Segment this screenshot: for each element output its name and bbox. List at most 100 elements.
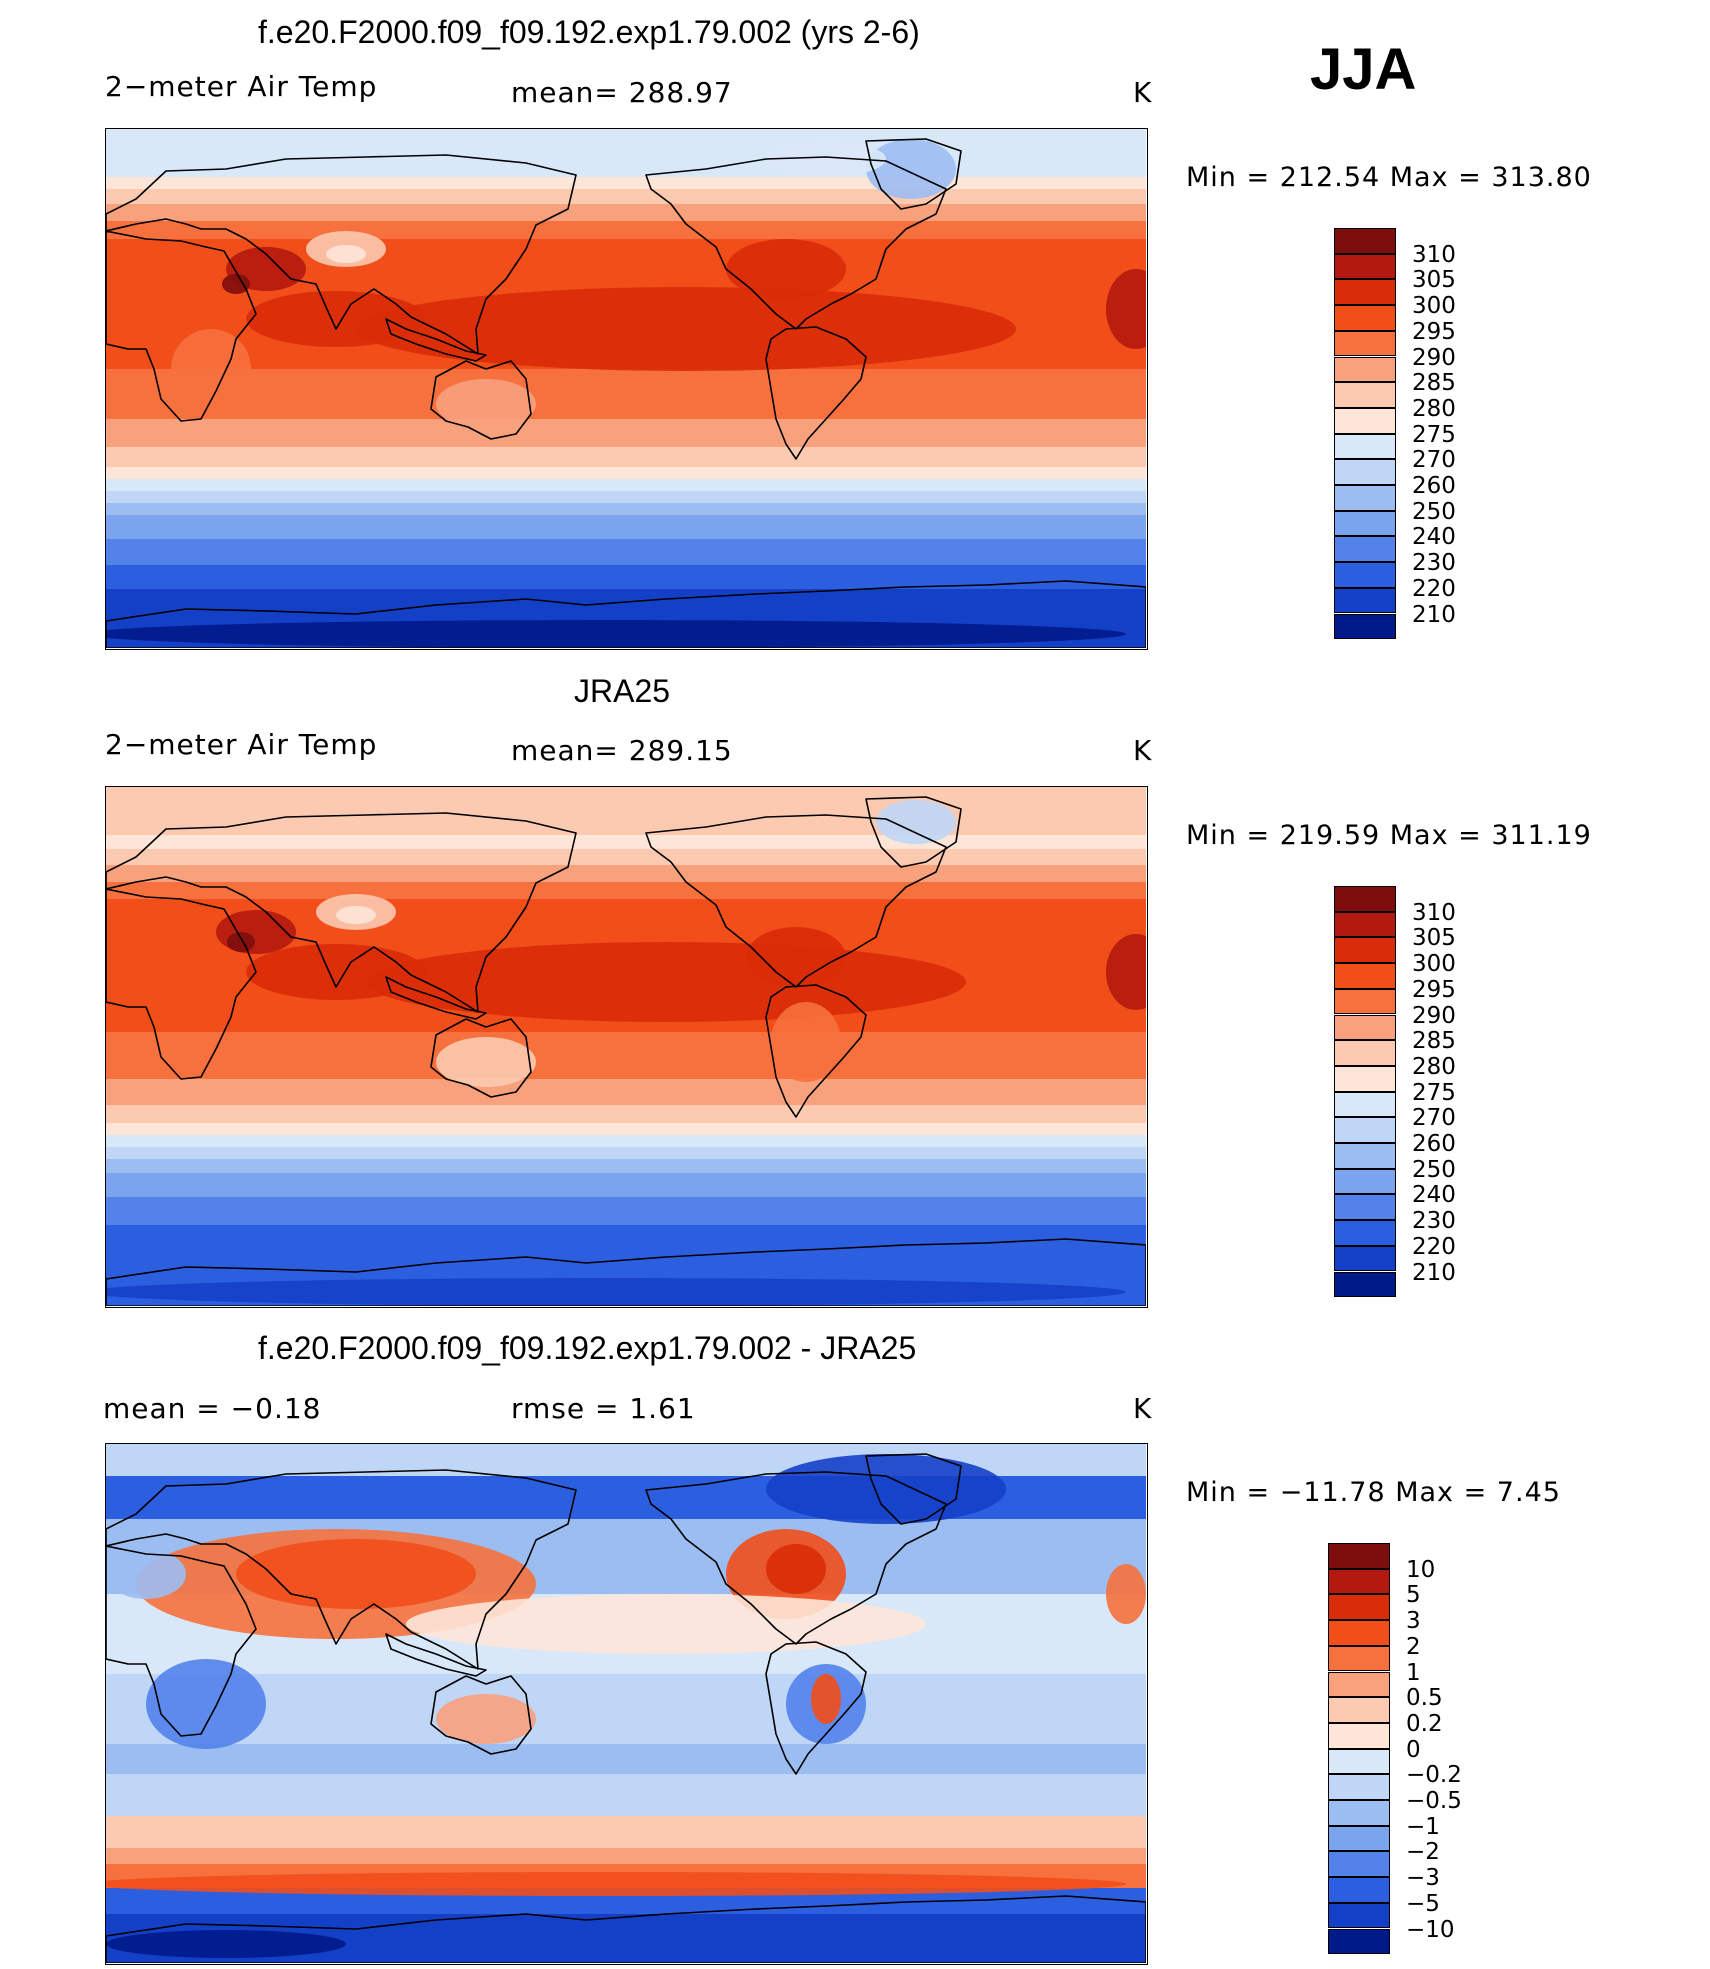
colorbar-swatch [1334, 228, 1396, 254]
colorbar-label: 5 [1406, 1582, 1421, 1609]
coastline-africa [106, 1545, 257, 1737]
colorbar-label: 230 [1412, 550, 1456, 577]
colorbar-label: 275 [1412, 1079, 1456, 1106]
temperature-anomaly [106, 1278, 1126, 1306]
colorbar-label: 250 [1412, 1156, 1456, 1183]
temperature-band [106, 1744, 1146, 1774]
coastline-greenland [865, 796, 962, 868]
colorbar-label: −2 [1406, 1839, 1440, 1866]
colorbar-swatch [1334, 1143, 1396, 1169]
temperature-band [106, 1105, 1146, 1123]
panel-3-mean: mean = −0.18 [103, 1392, 322, 1425]
colorbar-swatch [1334, 433, 1396, 460]
colorbar-swatch [1328, 1928, 1390, 1955]
panel-1-variable: 2−meter Air Temp [105, 70, 378, 103]
colorbar-swatch [1328, 1877, 1390, 1903]
temperature-band [106, 882, 1146, 899]
coastline-namerica [645, 1471, 947, 1645]
colorbar-swatch [1334, 485, 1396, 511]
colorbar-swatch [1334, 886, 1396, 912]
colorbar-swatch [1334, 305, 1396, 331]
temperature-anomaly [171, 329, 251, 409]
colorbar-swatch [1334, 1194, 1396, 1221]
colorbar-label: 0.5 [1406, 1685, 1443, 1712]
temperature-band [106, 539, 1146, 565]
temperature-band [106, 369, 1146, 419]
temperature-band [106, 491, 1146, 503]
temperature-anomaly [222, 274, 250, 294]
colorbar-label: −1 [1406, 1813, 1440, 1840]
panel-2-title: JRA25 [574, 673, 671, 709]
panel-1-title: f.e20.F2000.f09_f09.192.exp1.79.002 (yrs… [258, 14, 920, 50]
temperature-anomaly [866, 139, 956, 199]
coastline-eurasia [106, 812, 577, 1013]
temperature-band [106, 419, 1146, 447]
coastline-samerica [765, 1641, 867, 1775]
temperature-band [106, 515, 1146, 539]
colorbar-swatch [1334, 587, 1396, 614]
colorbar-swatch [1334, 963, 1396, 989]
panel-1-minmax: Min = 212.54 Max = 313.80 [1186, 162, 1592, 193]
colorbar-swatch [1334, 510, 1396, 537]
temperature-band [106, 221, 1146, 239]
colorbar-swatch [1328, 1568, 1390, 1595]
colorbar-label: 210 [1412, 601, 1456, 628]
colorbar-swatch [1328, 1851, 1390, 1878]
colorbar-label: −0.5 [1406, 1788, 1462, 1814]
colorbar-swatch [1334, 1245, 1396, 1272]
temperature-band [106, 129, 1146, 177]
colorbar-label: 270 [1412, 1105, 1456, 1132]
colorbar-swatch [1334, 330, 1396, 357]
colorbar-swatch [1328, 1620, 1390, 1646]
temperature-anomaly [246, 944, 426, 1000]
temperature-band [106, 1173, 1146, 1197]
temperature-anomaly [106, 1549, 186, 1599]
temperature-band [106, 503, 1146, 515]
colorbar-label: 295 [1412, 318, 1456, 345]
colorbar-label: 295 [1412, 976, 1456, 1003]
colorbar-swatch [1334, 1271, 1396, 1298]
colorbar-label: 0.2 [1406, 1710, 1443, 1737]
coastline-australia [430, 1675, 532, 1755]
temperature-anomaly [227, 932, 255, 952]
temperature-band [106, 1774, 1146, 1816]
colorbar-label: 240 [1412, 524, 1456, 551]
coastline-antarctica [106, 580, 1146, 648]
temperature-anomaly [406, 1594, 926, 1654]
coastline-namerica [645, 156, 947, 330]
temperature-anomaly [336, 906, 376, 924]
colorbar-swatch [1328, 1825, 1390, 1852]
colorbar-label: −0.2 [1406, 1762, 1462, 1789]
colorbar-swatch [1328, 1748, 1390, 1775]
temperature-band [106, 1197, 1146, 1225]
temperature-band [106, 1444, 1146, 1476]
colorbar-swatch [1328, 1800, 1390, 1826]
colorbar-label: 250 [1412, 498, 1456, 525]
colorbar-label: 10 [1406, 1556, 1436, 1583]
colorbar-swatch [1334, 253, 1396, 280]
temperature-anomaly [1106, 269, 1146, 349]
coastline-namerica [645, 814, 947, 988]
colorbar-swatch [1328, 1697, 1390, 1723]
coastline-antarctica [106, 1238, 1146, 1306]
colorbar-swatch [1328, 1594, 1390, 1621]
temperature-anomaly [1106, 1564, 1146, 1624]
temperature-anomaly [436, 379, 536, 429]
coastline-eurasia [106, 1469, 577, 1670]
colorbar-label: −5 [1406, 1890, 1440, 1917]
colorbar-label: 230 [1412, 1208, 1456, 1235]
temperature-anomaly [746, 927, 846, 987]
colorbar-label: 260 [1412, 473, 1456, 499]
coastline-samerica [765, 326, 867, 460]
coastline-australia [430, 360, 532, 440]
map-svg-diff [106, 1444, 1146, 1963]
colorbar-label: 305 [1412, 267, 1456, 294]
temperature-anomaly [236, 1539, 476, 1609]
colorbar-label: 275 [1412, 421, 1456, 448]
temperature-anomaly [146, 1659, 266, 1749]
colorbar-label: 3 [1406, 1608, 1421, 1635]
panel-2-map [105, 786, 1148, 1308]
colorbar-swatch [1334, 279, 1396, 306]
temperature-anomaly [326, 245, 366, 263]
colorbar-label: 305 [1412, 925, 1456, 952]
